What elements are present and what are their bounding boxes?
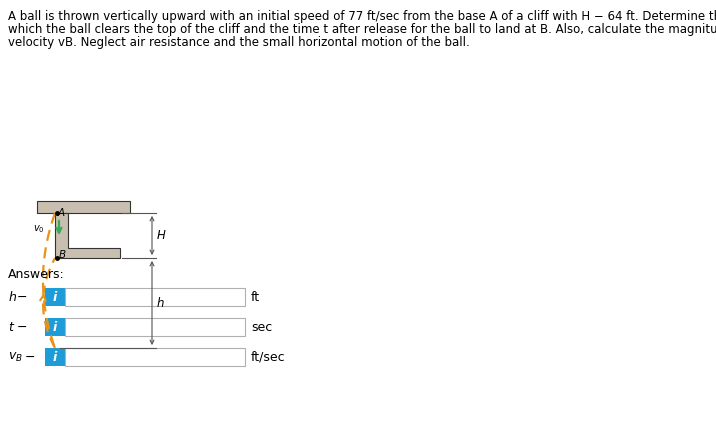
FancyBboxPatch shape — [65, 288, 245, 306]
Text: which the ball clears the top of the cliff and the time t after release for the : which the ball clears the top of the cli… — [8, 23, 716, 36]
Text: $h$: $h$ — [8, 290, 17, 304]
Text: ft/sec: ft/sec — [251, 351, 286, 363]
Bar — [37, 201, 130, 213]
Text: $v_0$: $v_0$ — [34, 223, 45, 235]
Text: ft: ft — [251, 291, 260, 303]
Text: i: i — [53, 351, 57, 363]
Text: −: − — [17, 321, 27, 333]
FancyBboxPatch shape — [65, 318, 245, 336]
Text: sec: sec — [251, 321, 272, 333]
Text: B: B — [59, 250, 66, 260]
FancyBboxPatch shape — [45, 348, 65, 366]
Text: velocity vB. Neglect air resistance and the small horizontal motion of the ball.: velocity vB. Neglect air resistance and … — [8, 36, 470, 49]
Polygon shape — [55, 213, 120, 258]
FancyBboxPatch shape — [45, 288, 65, 306]
Text: $t$: $t$ — [8, 321, 15, 333]
Text: H: H — [157, 229, 166, 242]
Text: i: i — [53, 321, 57, 333]
Text: A ball is thrown vertically upward with an initial speed of 77 ft/sec from the b: A ball is thrown vertically upward with … — [8, 10, 716, 23]
Text: Answers:: Answers: — [8, 268, 64, 281]
Text: A: A — [58, 208, 65, 218]
FancyBboxPatch shape — [65, 348, 245, 366]
Text: $v_B$: $v_B$ — [8, 350, 23, 363]
Text: −: − — [17, 291, 27, 303]
Text: h: h — [157, 297, 165, 310]
Text: i: i — [53, 291, 57, 303]
FancyBboxPatch shape — [45, 318, 65, 336]
Text: −: − — [25, 351, 36, 363]
